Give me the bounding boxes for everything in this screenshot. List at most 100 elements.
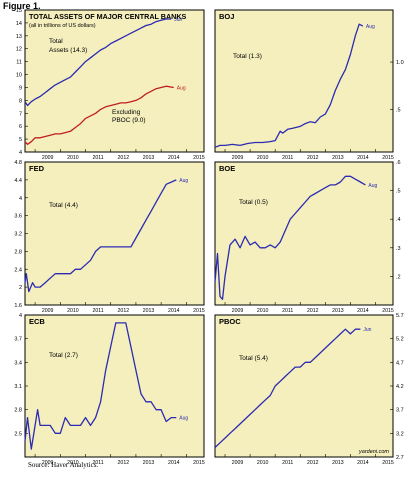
y-tick-label: 1.0 bbox=[396, 60, 404, 66]
y-tick-label: .6 bbox=[396, 160, 401, 166]
y-tick-label: 9 bbox=[19, 85, 22, 91]
y-tick-label: 3.2 bbox=[14, 232, 22, 238]
chart-annotation: Total (5.4) bbox=[239, 355, 268, 362]
x-tick-label: 2009 bbox=[232, 155, 244, 161]
x-tick-label: 2009 bbox=[42, 460, 54, 466]
x-tick-label: 2015 bbox=[193, 460, 205, 466]
series-end-label: Aug bbox=[177, 85, 186, 91]
y-tick-label: 3.1 bbox=[14, 384, 22, 390]
series-line-blue bbox=[214, 328, 361, 448]
y-tick-label: 4.2 bbox=[396, 384, 404, 390]
y-tick-label: 2.5 bbox=[14, 431, 22, 437]
series-end-label: Aug bbox=[179, 178, 188, 184]
chart-title: ECB bbox=[29, 317, 45, 326]
x-tick-label: 2015 bbox=[382, 460, 394, 466]
y-tick-label: 3.2 bbox=[396, 431, 404, 437]
y-tick-label: 12 bbox=[16, 47, 22, 53]
x-tick-label: 2009 bbox=[232, 460, 244, 466]
y-tick-label: 7 bbox=[19, 111, 22, 117]
y-tick-label: 1.6 bbox=[14, 303, 22, 309]
y-tick-label: 2.4 bbox=[14, 267, 22, 273]
series-end-label: Aug bbox=[368, 183, 377, 189]
y-tick-label: 2.7 bbox=[396, 455, 404, 461]
x-tick-label: 2013 bbox=[332, 308, 344, 314]
panel-ecb: ECB 2.5 2.8 3.1 3.4 3.7 4 2009 2010 2011 2012 2013 2… bbox=[14, 313, 204, 466]
y-tick-label: 4.7 bbox=[396, 360, 404, 366]
x-tick-label: 2014 bbox=[357, 308, 369, 314]
x-tick-label: 2015 bbox=[382, 155, 394, 161]
x-tick-label: 2013 bbox=[143, 460, 155, 466]
y-tick-label: 4.4 bbox=[14, 178, 22, 184]
y-tick-label: 4.8 bbox=[14, 160, 22, 166]
y-tick-label: 2.8 bbox=[14, 249, 22, 255]
y-tick-label: 5.7 bbox=[396, 313, 404, 319]
panel-boe: BOE .2 .3 .4 .5 .6 2009 2010 2011 2012 2013 2014 201… bbox=[214, 160, 401, 314]
plot-area bbox=[24, 9, 205, 153]
x-tick-label: 2011 bbox=[282, 155, 293, 161]
x-tick-label: 2011 bbox=[93, 460, 104, 466]
series-line-blue bbox=[214, 175, 366, 300]
x-tick-label: 2013 bbox=[332, 460, 344, 466]
y-tick-label: 4 bbox=[19, 150, 22, 156]
panel-total-assets: TOTAL ASSETS OF MAJOR CENTRAL BANKS (all … bbox=[16, 8, 205, 161]
x-tick-label: 2012 bbox=[307, 155, 319, 161]
chart-title: BOJ bbox=[219, 12, 234, 21]
x-tick-label: 2010 bbox=[257, 155, 269, 161]
panel-boj: BOJ .5 1.0 2009 2010 2011 2012 2013 2014 2015 Aug T… bbox=[214, 9, 404, 161]
x-tick-label: 2010 bbox=[67, 460, 79, 466]
x-tick-label: 2010 bbox=[67, 308, 79, 314]
x-tick-label: 2012 bbox=[118, 460, 130, 466]
x-tick-label: 2014 bbox=[168, 155, 180, 161]
x-tick-label: 2013 bbox=[143, 155, 155, 161]
y-tick-label: 10 bbox=[16, 73, 22, 79]
chart-annotation: Excluding bbox=[112, 109, 141, 116]
y-tick-label: 2.8 bbox=[14, 408, 22, 414]
chart-title: BOE bbox=[219, 164, 235, 173]
plot-area bbox=[214, 161, 394, 306]
x-tick-label: 2010 bbox=[257, 460, 269, 466]
x-tick-label: 2009 bbox=[42, 308, 54, 314]
x-tick-label: 2010 bbox=[67, 155, 79, 161]
y-tick-label: .2 bbox=[396, 274, 401, 280]
x-tick-label: 2015 bbox=[193, 308, 205, 314]
figure-source: Source: Haver Analytics. bbox=[28, 461, 99, 469]
x-tick-label: 2011 bbox=[282, 460, 293, 466]
chart-annotation: Total (4.4) bbox=[49, 202, 78, 209]
x-tick-label: 2009 bbox=[232, 308, 244, 314]
chart-title: PBOC bbox=[219, 317, 241, 326]
y-tick-label: 3.7 bbox=[396, 408, 404, 414]
panel-pboc: PBOC 2.7 3.2 3.7 4.2 4.7 5.2 5.7 2009 2010 2011 201… bbox=[214, 313, 404, 466]
x-tick-label: 2014 bbox=[357, 460, 369, 466]
panel-fed: FED 1.6 2 2.4 2.8 3.2 3.6 4 4.4 4.8 2009 2010 2011 20… bbox=[14, 160, 204, 314]
chart-annotation: Total (0.5) bbox=[239, 199, 268, 206]
x-tick-label: 2012 bbox=[307, 308, 319, 314]
chart-title: TOTAL ASSETS OF MAJOR CENTRAL BANKS bbox=[29, 12, 187, 21]
y-tick-label: 14 bbox=[16, 21, 22, 27]
x-tick-label: 2015 bbox=[193, 155, 205, 161]
y-tick-label: 6 bbox=[19, 124, 22, 130]
series-end-label: Aug bbox=[179, 416, 188, 422]
series-end-label: Jun bbox=[363, 327, 371, 333]
y-tick-label: 5 bbox=[19, 137, 22, 143]
chart-title: FED bbox=[29, 164, 45, 173]
y-tick-label: 8 bbox=[19, 98, 22, 104]
x-tick-label: 2013 bbox=[332, 155, 344, 161]
x-tick-label: 2014 bbox=[168, 460, 180, 466]
x-tick-label: 2011 bbox=[93, 308, 104, 314]
figure-label: Figure 1. bbox=[3, 1, 41, 11]
series-end-label: Aug bbox=[366, 24, 375, 30]
y-tick-label: 5.2 bbox=[396, 337, 404, 343]
plot-area bbox=[24, 161, 205, 306]
x-tick-label: 2012 bbox=[118, 308, 130, 314]
chart-annotation: Total (2.7) bbox=[49, 352, 78, 359]
series-line-blue bbox=[24, 322, 177, 450]
y-tick-label: .4 bbox=[396, 217, 401, 223]
y-tick-label: 4 bbox=[19, 313, 22, 319]
plot-area bbox=[24, 314, 205, 458]
y-tick-label: 3.7 bbox=[14, 337, 22, 343]
x-tick-label: 2013 bbox=[143, 308, 155, 314]
x-tick-label: 2015 bbox=[382, 308, 394, 314]
x-tick-label: 2011 bbox=[282, 308, 293, 314]
x-tick-label: 2014 bbox=[168, 308, 180, 314]
